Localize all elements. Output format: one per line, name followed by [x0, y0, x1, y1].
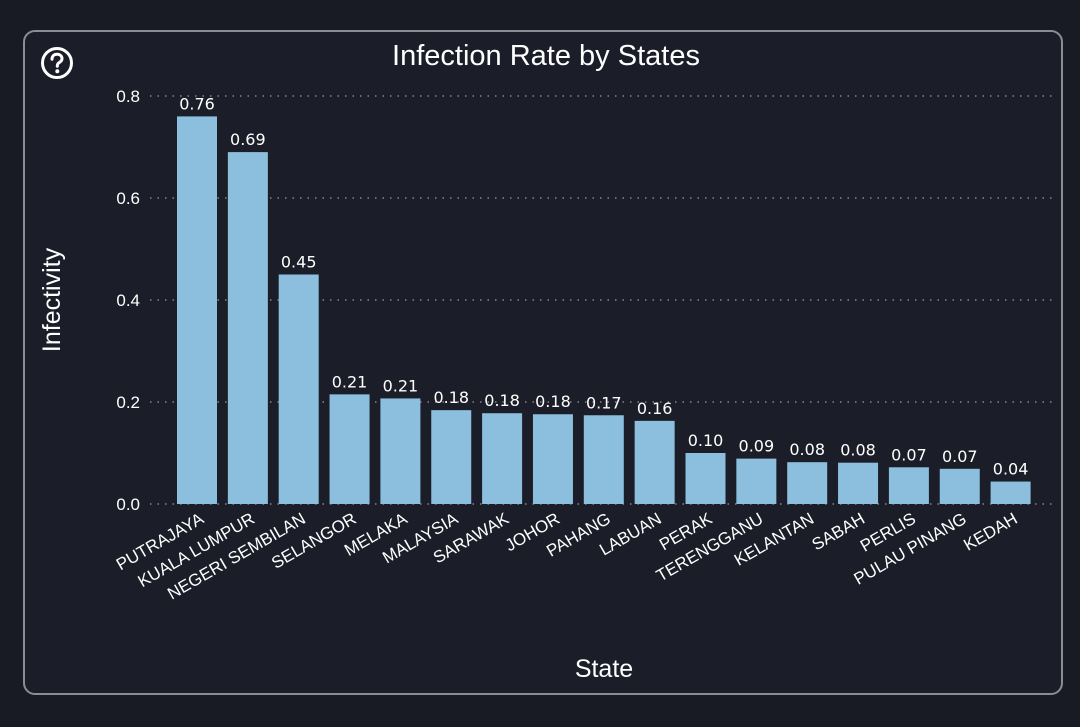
data-labels: 0.76 0.69 0.45 0.21 0.21 0.18 0.18 0.18 0.17 0.16…	[179, 94, 1028, 478]
bar	[685, 453, 726, 504]
category-label: SABAH	[809, 509, 868, 554]
data-label: 0.18	[484, 391, 520, 410]
data-label: 0.04	[993, 460, 1029, 479]
data-label: 0.18	[433, 388, 469, 407]
bar	[787, 462, 828, 504]
bar	[939, 468, 980, 504]
bar	[990, 481, 1031, 504]
data-label: 0.69	[230, 130, 266, 149]
y-tick-label: 0.4	[116, 291, 140, 310]
bar	[888, 467, 929, 504]
data-label: 0.18	[535, 392, 571, 411]
data-label: 0.07	[891, 445, 927, 464]
bars	[177, 116, 1031, 505]
bar	[583, 415, 624, 504]
category-label: KEDAH	[960, 509, 1020, 555]
question-circle-icon[interactable]	[40, 46, 74, 80]
bar	[380, 398, 421, 504]
data-label: 0.10	[688, 431, 724, 450]
data-label: 0.21	[332, 372, 368, 391]
bar	[532, 414, 573, 504]
y-tick-label: 0.2	[116, 393, 140, 412]
bar	[431, 410, 472, 504]
data-label: 0.17	[586, 393, 622, 412]
bar	[177, 116, 217, 505]
bar	[227, 152, 268, 504]
bar	[634, 420, 675, 504]
bar	[736, 458, 777, 504]
data-label: 0.76	[179, 94, 215, 113]
bar	[278, 274, 319, 504]
data-label: 0.08	[789, 440, 825, 459]
data-label: 0.07	[942, 447, 978, 466]
y-tick-label: 0.0	[116, 495, 140, 514]
bar	[482, 413, 523, 504]
data-label: 0.45	[281, 253, 317, 272]
data-label: 0.09	[739, 437, 775, 456]
y-axis-label: Infectivity	[38, 247, 66, 352]
chart-title: Infection Rate by States	[392, 40, 700, 72]
bar	[838, 462, 879, 504]
x-axis-label: State	[575, 655, 633, 683]
bar	[329, 394, 370, 504]
y-tick-label: 0.6	[116, 189, 140, 208]
data-label: 0.16	[637, 399, 673, 418]
y-tick-label: 0.8	[116, 87, 140, 106]
data-label: 0.21	[383, 376, 419, 395]
data-label: 0.08	[840, 441, 876, 460]
y-tick-labels: 0.0 0.2 0.4 0.6 0.8	[116, 87, 140, 514]
